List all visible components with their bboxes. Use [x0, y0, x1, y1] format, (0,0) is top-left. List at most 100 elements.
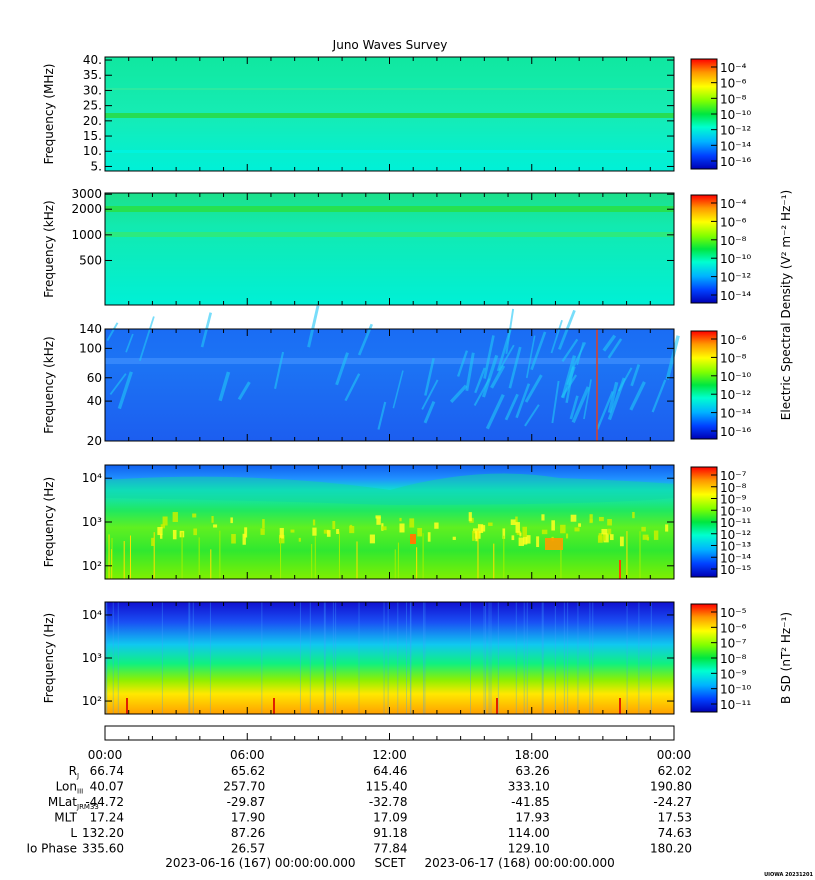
- y-tick-label: 10³: [82, 515, 102, 529]
- ephemeris-value: -44.72: [85, 795, 124, 809]
- emission-patch: [570, 514, 577, 522]
- emission-streak: [237, 381, 251, 401]
- colorbar-tick-label: 10⁻⁶: [720, 215, 747, 229]
- emission-streak: [561, 338, 579, 363]
- ephemeris-value: 132.20: [82, 826, 124, 840]
- time-tick-label: 00:00: [657, 748, 692, 762]
- emission-band: [105, 113, 674, 118]
- emission-patch: [472, 528, 479, 534]
- emission-patch: [511, 535, 515, 541]
- emission-streak: [630, 364, 641, 387]
- colorbar-tick-label: 10⁻¹²: [720, 388, 751, 402]
- emission-patch: [262, 519, 265, 529]
- emission-patch: [409, 518, 415, 528]
- ephemeris-value: 91.18: [373, 826, 407, 840]
- emission-patch: [565, 533, 569, 539]
- ephemeris-value: 17.24: [90, 811, 124, 825]
- emission-streak: [474, 367, 486, 394]
- panel-4: 10⁴ 10³ 10² Frequency (Hz) 10⁻⁷10⁻⁸10⁻⁹10⁻¹⁰…: [42, 464, 751, 580]
- emission-band: [105, 150, 674, 153]
- y-tick-label: 40: [87, 394, 102, 408]
- ephemeris-value: -29.87: [227, 795, 266, 809]
- emission-patch: [536, 536, 540, 548]
- emission-patch: [653, 530, 659, 540]
- emission-patch: [211, 516, 214, 523]
- colorbar-tick-label: 10⁻¹⁴: [720, 551, 751, 565]
- y-tick-label: 500: [79, 253, 102, 267]
- y-tick-label: 20.: [83, 114, 102, 128]
- ephemeris-value: 335.60: [82, 842, 124, 856]
- emission-streak: [335, 352, 349, 386]
- emission-streak: [377, 401, 387, 430]
- y-tick-label: 1000: [71, 228, 102, 242]
- emission-streak: [490, 365, 506, 389]
- emission-patch: [641, 526, 646, 532]
- emission-band: [105, 232, 674, 237]
- emission-patch: [279, 527, 284, 539]
- emission-streak: [106, 322, 119, 342]
- y-axis-label: Frequency (Hz): [42, 613, 56, 704]
- y-axis-label: Frequency (Hz): [42, 477, 56, 568]
- emission-patch: [522, 526, 527, 537]
- ephemeris-value: 190.80: [650, 780, 692, 794]
- colorbar-tick-label: 10⁻⁹: [720, 667, 747, 681]
- colorbar-tick-label: 10⁻¹⁶: [720, 155, 751, 169]
- emission-patch: [597, 535, 603, 543]
- emission-streak: [583, 379, 592, 420]
- panel-3: 140 100 60 40 20 Frequency (kHz) 10⁻⁶ 10⁻⁸ 10⁻¹⁰…: [42, 305, 751, 448]
- emission-streak: [421, 379, 439, 410]
- emission-patch: [434, 522, 439, 529]
- ephemeris-row-subscript: J: [76, 772, 79, 780]
- emission-streak: [508, 346, 522, 389]
- ephemeris-value: -41.85: [511, 795, 550, 809]
- ephemeris-value: 62.02: [658, 764, 692, 778]
- y-tick-label: 10.: [83, 144, 102, 158]
- emission-patch: [609, 534, 614, 541]
- panel-1: 5.10.15.20.25. 30.35.40. Frequency (MHz) 10…: [42, 53, 751, 173]
- emission-patch: [369, 534, 375, 544]
- colorbar: 10⁻⁶ 10⁻⁸ 10⁻¹⁰ 10⁻¹² 10⁻¹⁴ 10⁻¹⁶: [690, 330, 751, 440]
- colorbar-gradient: [690, 330, 718, 440]
- emission-patch: [278, 534, 285, 544]
- emission-patch: [159, 533, 163, 539]
- y-tick-label: 10⁴: [82, 471, 102, 485]
- ephemeris-value: 180.20: [650, 842, 692, 856]
- ephemeris-row-subscript: JRM33: [76, 803, 99, 811]
- emission-patch: [417, 527, 423, 537]
- y-tick-label: 2000: [71, 202, 102, 216]
- emission-patch: [326, 530, 331, 537]
- emission-patch: [381, 526, 387, 531]
- emission-streak: [617, 367, 633, 392]
- colorbar-tick-label: 10⁻⁴: [720, 61, 747, 75]
- emission-patch: [515, 516, 518, 525]
- colorbar-tick-label: 10⁻⁶: [720, 77, 747, 91]
- emission-patch: [323, 529, 330, 534]
- y-axis-label: Frequency (kHz): [42, 200, 56, 297]
- emission-streak: [569, 395, 579, 420]
- emission-patch: [157, 527, 163, 536]
- emission-patch: [193, 528, 197, 536]
- ephemeris-value: 40.07: [90, 780, 124, 794]
- colorbar-label: Electric Spectral Density (V² m⁻² Hz⁻¹): [779, 190, 793, 420]
- time-tick-label: 06:00: [230, 748, 265, 762]
- emission-streak: [602, 334, 617, 352]
- emission-patch: [468, 512, 472, 522]
- emission-patch: [160, 524, 165, 529]
- y-tick-label: 10⁴: [82, 608, 102, 622]
- y-axis-label: Frequency (kHz): [42, 336, 56, 433]
- emission-streak: [607, 338, 623, 359]
- emission-patch: [472, 530, 475, 541]
- emission-streak: [344, 373, 361, 402]
- emission-streak: [651, 379, 667, 413]
- watermark-label: UIOWA 20231201: [764, 872, 813, 878]
- spectrogram-features: [105, 206, 674, 237]
- ephemeris-value: 333.10: [508, 780, 550, 794]
- y-tick-label: 10²: [82, 559, 102, 573]
- spectrogram-features: [105, 602, 652, 714]
- emission-patch: [151, 537, 154, 546]
- y-tick-label: 40.: [83, 53, 102, 67]
- emission-streak: [483, 335, 495, 379]
- ephemeris-row-label: MLT: [54, 811, 77, 825]
